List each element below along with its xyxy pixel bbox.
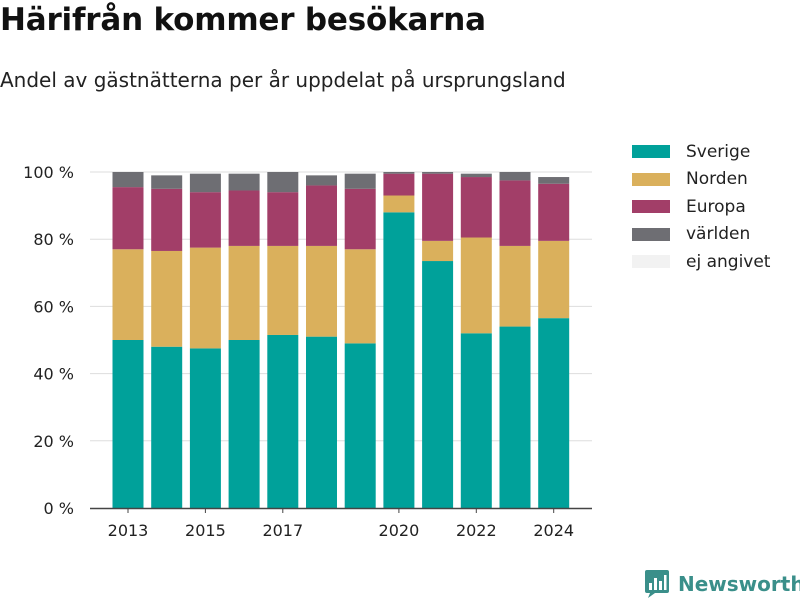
bar-segment (189, 348, 221, 508)
x-tick-label: 2024 (533, 521, 574, 540)
newsworthy-chart-logo-icon (645, 570, 669, 598)
bar-segment (306, 336, 337, 508)
x-tick-label: 2017 (262, 521, 303, 540)
bar-segment (267, 172, 299, 193)
bar-segment (383, 172, 415, 174)
bar-segment (267, 245, 299, 335)
y-tick-label: 0 % (44, 499, 74, 518)
bar-segment (344, 188, 376, 250)
bar-segment (422, 172, 454, 174)
legend-swatch (632, 145, 670, 159)
bar-segment (460, 333, 492, 508)
bar-segment (499, 326, 531, 508)
bar-segment (189, 192, 221, 248)
bar-segment (383, 212, 415, 508)
bar-segment (460, 237, 492, 334)
legend-label: ej angivet (686, 251, 771, 272)
bar-segment (267, 192, 299, 246)
bar-segment (538, 240, 570, 319)
legend-item-varlden[interactable]: världen (632, 221, 770, 249)
bar-segment (499, 245, 531, 327)
brand-name: Newsworthy (678, 572, 800, 596)
y-tick-label: 40 % (33, 365, 74, 384)
legend-swatch (632, 255, 670, 269)
x-tick-label: 2015 (185, 521, 226, 540)
bar-segment (151, 250, 183, 347)
x-tick-label: 2020 (379, 521, 420, 540)
bar-segment (112, 187, 144, 250)
bar-segment (151, 175, 183, 189)
legend-swatch (632, 200, 670, 214)
bar-segment (422, 240, 454, 262)
legend-swatch (632, 172, 670, 186)
bar-segment (344, 249, 376, 344)
x-tick-label: 2013 (108, 521, 149, 540)
bar-segment (538, 183, 570, 241)
y-tick-label: 100 % (23, 163, 74, 182)
bar-segment (112, 340, 144, 508)
bar-segment (228, 245, 260, 340)
bar-segment (383, 173, 415, 196)
bar-segment (189, 173, 221, 193)
bar-segment (151, 346, 183, 508)
bar-segment (112, 249, 144, 340)
legend-item-sverige[interactable]: Sverige (632, 138, 770, 166)
legend-item-norden[interactable]: Norden (632, 166, 770, 194)
bar-segment (267, 334, 299, 508)
bar-segment (499, 180, 531, 246)
legend-label: Sverige (686, 141, 751, 162)
legend-swatch (632, 227, 670, 241)
bar-segment (151, 188, 183, 251)
legend-label: Europa (686, 196, 746, 217)
chart-title: Härifrån kommer besökarna (0, 2, 486, 38)
bar-segment (306, 185, 337, 246)
legend-item-ej-angivet[interactable]: ej angivet (632, 248, 770, 276)
bar-segment (422, 261, 454, 508)
newsworthy-logo[interactable]: Newsworthy (644, 569, 800, 599)
legend-item-europa[interactable]: Europa (632, 193, 770, 221)
bar-segment (306, 175, 337, 186)
bar-segment (112, 172, 144, 188)
bar-segment (383, 195, 415, 213)
bar-segment (460, 173, 492, 178)
bar-segment (344, 173, 376, 189)
bar-segment (189, 247, 221, 349)
bar-segment (538, 177, 570, 184)
bar-segment (499, 172, 531, 181)
legend: Sverige Norden Europa världen ej angivet (632, 138, 770, 276)
y-tick-label: 20 % (33, 432, 74, 451)
legend-label: världen (686, 224, 751, 245)
legend-label: Norden (686, 169, 748, 190)
bar-segment (228, 173, 260, 191)
bar-segment (306, 245, 337, 337)
bar-segment (538, 318, 570, 508)
bar-segment (228, 190, 260, 246)
bar-segment (460, 177, 492, 238)
y-tick-label: 80 % (33, 230, 74, 249)
x-tick-label: 2022 (456, 521, 497, 540)
y-tick-label: 60 % (33, 297, 74, 316)
bar-segment (344, 343, 376, 508)
chart-subtitle: Andel av gästnätterna per år uppdelat på… (0, 68, 566, 92)
bar-segment (422, 173, 454, 241)
bar-segment (228, 340, 260, 508)
